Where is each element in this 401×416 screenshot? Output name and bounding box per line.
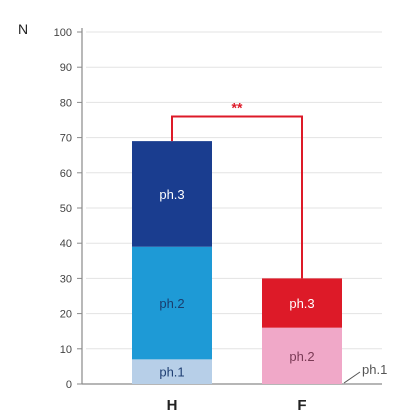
bar-segment-H-3 xyxy=(132,141,212,247)
segment-label: ph.1 xyxy=(159,365,184,380)
y-tick-label: 50 xyxy=(60,203,72,215)
y-tick-label: 70 xyxy=(60,133,72,145)
y-tick-label: 10 xyxy=(60,344,72,356)
segment-label: ph.3 xyxy=(289,296,314,311)
segment-leader-line xyxy=(343,371,361,384)
y-tick-label: 40 xyxy=(60,238,72,250)
segment-label-external: ph.1 xyxy=(362,362,387,377)
y-tick-label: 20 xyxy=(60,309,72,321)
significance-label: ** xyxy=(232,99,243,115)
y-tick-label: 90 xyxy=(60,62,72,74)
x-category-label: H xyxy=(167,397,178,414)
y-tick-label: 100 xyxy=(54,27,72,39)
segment-label: ph.3 xyxy=(159,187,184,202)
x-category-label: F xyxy=(297,397,306,414)
segment-label: ph.2 xyxy=(159,296,184,311)
bar-segment-H-1 xyxy=(132,359,212,384)
segment-label: ph.2 xyxy=(289,349,314,364)
bar-segment-F-2 xyxy=(262,327,342,384)
y-tick-label: 60 xyxy=(60,168,72,180)
bar-segment-H-2 xyxy=(132,246,212,360)
y-tick-label: 0 xyxy=(66,379,72,391)
y-tick-label: 80 xyxy=(60,97,72,109)
significance-bracket xyxy=(171,115,303,279)
y-tick-label: 30 xyxy=(60,273,72,285)
bar-segment-F-3 xyxy=(262,278,342,328)
y-axis-title: N xyxy=(18,21,28,37)
